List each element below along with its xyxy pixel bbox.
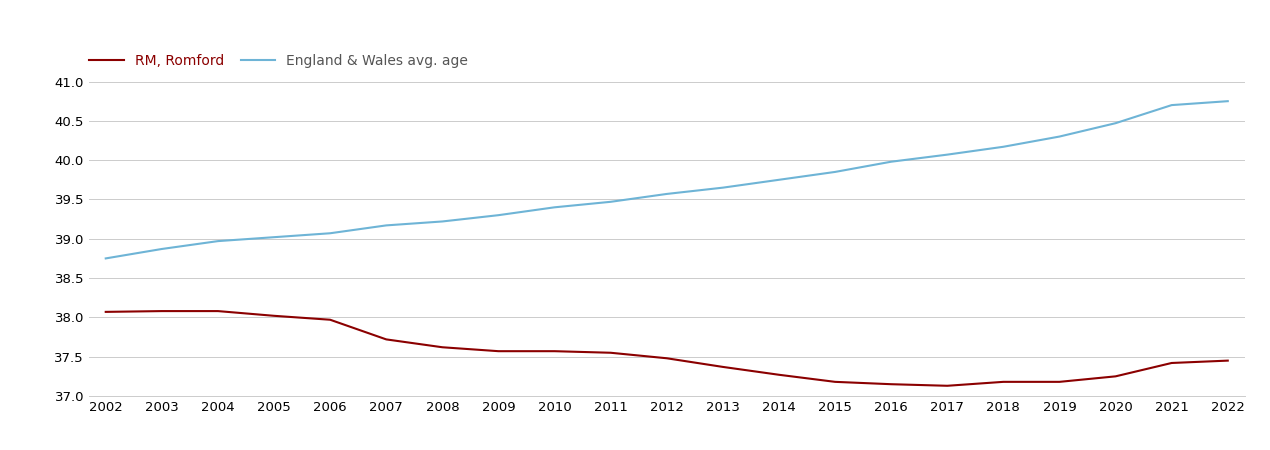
England & Wales avg. age — [996, 144, 1011, 149]
England & Wales avg. age — [378, 223, 394, 228]
RM, Romford — [211, 308, 226, 314]
England & Wales avg. age — [884, 159, 899, 164]
England & Wales avg. age — [1220, 99, 1236, 104]
RM, Romford — [267, 313, 282, 319]
RM, Romford — [715, 364, 730, 369]
England & Wales avg. age — [434, 219, 450, 224]
England & Wales avg. age — [1052, 134, 1067, 139]
England & Wales avg. age — [940, 152, 955, 158]
RM, Romford — [771, 372, 786, 378]
Line: RM, Romford: RM, Romford — [105, 311, 1228, 386]
RM, Romford — [98, 309, 113, 315]
RM, Romford — [378, 337, 394, 342]
England & Wales avg. age — [154, 246, 169, 252]
RM, Romford — [1165, 360, 1180, 366]
RM, Romford — [490, 348, 505, 354]
RM, Romford — [659, 356, 674, 361]
England & Wales avg. age — [715, 185, 730, 190]
Line: England & Wales avg. age: England & Wales avg. age — [105, 101, 1228, 258]
RM, Romford — [434, 345, 450, 350]
England & Wales avg. age — [547, 205, 563, 210]
RM, Romford — [1220, 358, 1236, 363]
RM, Romford — [996, 379, 1011, 385]
England & Wales avg. age — [828, 169, 843, 175]
RM, Romford — [828, 379, 843, 385]
England & Wales avg. age — [211, 238, 226, 244]
Legend: RM, Romford, England & Wales avg. age: RM, Romford, England & Wales avg. age — [89, 54, 469, 68]
England & Wales avg. age — [1165, 103, 1180, 108]
England & Wales avg. age — [323, 230, 338, 236]
RM, Romford — [1107, 374, 1123, 379]
RM, Romford — [547, 348, 563, 354]
England & Wales avg. age — [267, 234, 282, 240]
RM, Romford — [940, 383, 955, 388]
England & Wales avg. age — [98, 256, 113, 261]
RM, Romford — [603, 350, 618, 356]
England & Wales avg. age — [1107, 121, 1123, 126]
England & Wales avg. age — [603, 199, 618, 204]
RM, Romford — [323, 317, 338, 323]
England & Wales avg. age — [659, 191, 674, 197]
RM, Romford — [154, 308, 169, 314]
RM, Romford — [884, 382, 899, 387]
England & Wales avg. age — [771, 177, 786, 183]
England & Wales avg. age — [490, 212, 505, 218]
RM, Romford — [1052, 379, 1067, 385]
